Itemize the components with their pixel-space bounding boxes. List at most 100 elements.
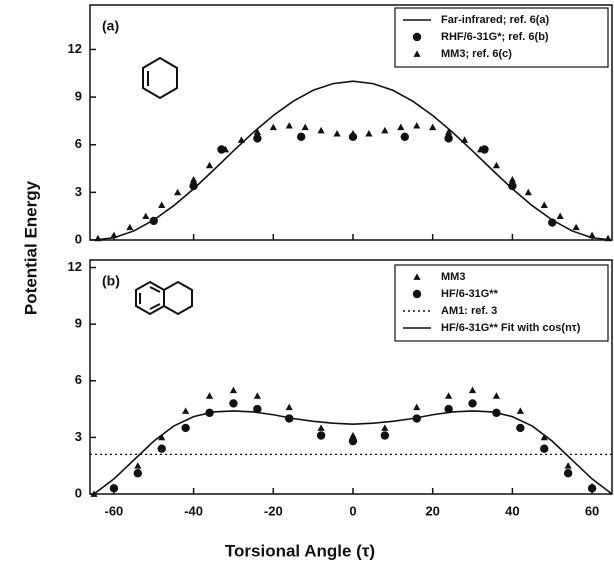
point [468,386,477,394]
y-axis-label: Potential Energy [21,180,40,315]
point [157,444,166,453]
point [134,462,142,469]
x-tick-label: 0 [349,503,356,518]
point [365,130,373,137]
point [468,399,477,408]
point [333,130,341,137]
point [381,126,389,134]
point [285,122,293,129]
point [444,134,453,143]
point [189,181,198,191]
legend-label: Far-infrared; ref. 6(a) [441,14,550,26]
point [317,126,325,134]
point [413,403,421,411]
point [349,431,357,439]
y-tick-label: 12 [68,259,82,274]
point [516,423,525,433]
point [556,212,564,220]
point [158,201,166,208]
point [229,386,238,394]
point [397,123,405,131]
x-tick-label: -60 [105,503,124,518]
point [380,431,390,440]
point [349,130,357,137]
point [301,123,309,131]
point [413,122,421,129]
point [587,484,597,493]
point [174,188,182,196]
point [348,436,358,446]
point [237,136,246,143]
point [445,128,453,135]
point [588,231,596,239]
legend-label: AM1: ref. 3 [441,305,497,317]
point [142,212,150,220]
point [381,424,389,431]
x-tick-label: 60 [585,503,599,518]
point [221,145,230,153]
point [205,161,214,169]
point [429,123,437,131]
y-tick-label: 12 [68,41,82,56]
point [253,134,262,143]
point [190,176,198,183]
point [460,136,469,143]
x-tick-label: -20 [264,503,283,518]
legend-label: RHF/6-31G*; ref. 6(b) [441,31,549,43]
point [253,404,262,414]
point [516,407,524,414]
plot-frame [89,4,613,241]
point [400,132,409,141]
point [133,469,143,478]
x-axis-label: Torsional Angle (τ) [225,541,375,560]
point [94,234,102,242]
point [253,392,261,399]
panel-label: (b) [102,273,120,289]
panel-label: (a) [102,18,119,34]
legend-swatch [413,50,421,57]
legend-swatch [412,32,422,42]
point [317,424,325,431]
y-tick-label: 6 [75,372,82,387]
curve [93,410,613,495]
point [269,123,277,131]
legend-box [394,7,609,68]
y-tick-label: 6 [75,136,82,151]
point [492,392,501,399]
legend-label: MM3 [441,271,465,283]
y-tick-label: 9 [75,316,82,331]
point [548,218,557,227]
curve [93,80,613,241]
point [205,392,214,399]
point [572,223,580,231]
point [540,433,548,441]
point [253,128,261,135]
molecule-icon [135,56,193,316]
point [445,392,453,399]
point [126,223,134,231]
point [181,423,190,433]
point [524,188,532,196]
point [564,462,572,469]
point [444,404,453,414]
point [508,176,516,183]
x-tick-label: -40 [184,503,203,518]
plot-frame [89,259,613,495]
point [540,444,549,453]
point [540,201,548,208]
point [285,403,293,411]
point [508,181,517,191]
y-tick-label: 0 [75,485,82,500]
y-tick-label: 9 [75,89,82,104]
point [476,145,485,153]
point [492,161,501,169]
y-tick-label: 3 [75,184,82,199]
x-tick-label: 40 [505,503,519,518]
legend-label: MM3; ref. 6(c) [441,48,512,60]
point [182,407,190,414]
y-tick-label: 3 [75,429,82,444]
legend-label: HF/6-31G** [441,288,499,300]
legend-label: HF/6-31G** Fit with cos(nτ) [441,322,581,334]
point [229,399,238,408]
